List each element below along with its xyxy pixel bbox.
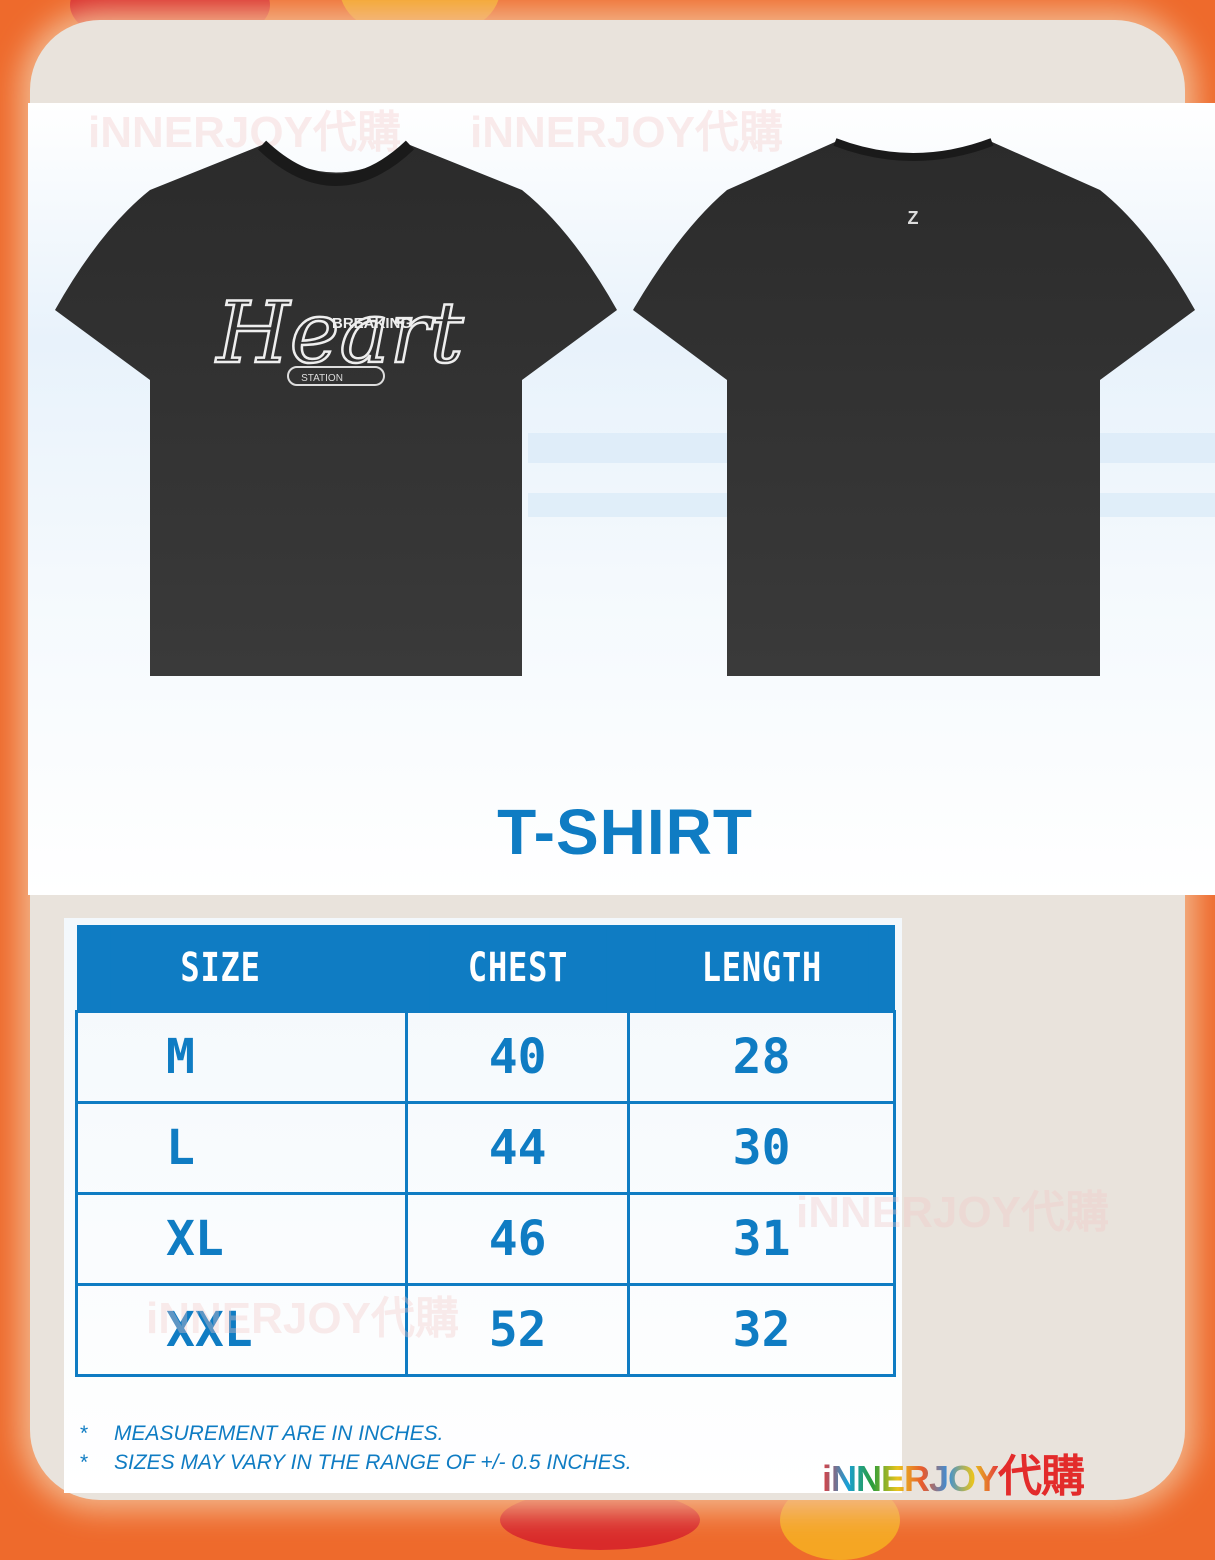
length-cell: 32 [627, 1283, 896, 1377]
column-header-size: SIZE [109, 925, 374, 1012]
watermark: iNNERJOY代購 [146, 1294, 459, 1343]
watermark: iNNERJOY代購 [796, 1188, 1109, 1237]
tshirt-front-image: Heart BREAKING STATION [55, 140, 617, 676]
note-text: MEASUREMENT ARE IN INCHES. [114, 1422, 444, 1445]
column-header-length: LENGTH [655, 925, 868, 1012]
chest-cell: 40 [405, 1010, 631, 1104]
note: * SIZES MAY VARY IN THE RANGE OF +/- 0.5 … [80, 1451, 632, 1474]
watermark: iNNERJOY代購 [470, 108, 783, 157]
note: * MEASUREMENT ARE IN INCHES. [80, 1422, 444, 1445]
length-cell: 30 [627, 1101, 896, 1195]
size-cell: M [74, 1010, 409, 1104]
size-chart-table: SIZE CHEST LENGTH M 40 28 L 44 30 XL 46 31 XXL… [74, 925, 896, 1377]
front-print-badge: STATION [301, 373, 343, 384]
chest-cell: 44 [405, 1101, 631, 1195]
size-cell: XXL [74, 1283, 409, 1377]
tshirt-back-image: Z [633, 138, 1195, 676]
chest-cell: 52 [405, 1283, 631, 1377]
table-row: M 40 28 [74, 1010, 896, 1104]
note-text: SIZES MAY VARY IN THE RANGE OF +/- 0.5 I… [114, 1451, 632, 1474]
product-title: T-SHIRT [497, 796, 753, 868]
watermark: iNNERJOY代購 [88, 108, 401, 157]
column-header-chest: CHEST [428, 925, 607, 1012]
size-cell: L [74, 1101, 409, 1195]
length-cell: 28 [627, 1010, 896, 1104]
chest-cell: 46 [405, 1192, 631, 1286]
svg-text:Z: Z [908, 208, 919, 228]
table-row: XXL 52 32 [74, 1283, 896, 1377]
brand-logo: iNNERJOY代購 [822, 1440, 1085, 1504]
table-header-row: SIZE CHEST LENGTH [76, 925, 895, 1012]
table-row: L 44 30 [74, 1101, 896, 1195]
logo-chinese: 代購 [998, 1452, 1085, 1501]
size-cell: XL [74, 1192, 409, 1286]
front-print-word: BREAKING [332, 315, 412, 332]
table-row: XL 46 31 [74, 1192, 896, 1286]
logo-latin: iNNERJOY [822, 1458, 999, 1499]
length-cell: 31 [627, 1192, 896, 1286]
